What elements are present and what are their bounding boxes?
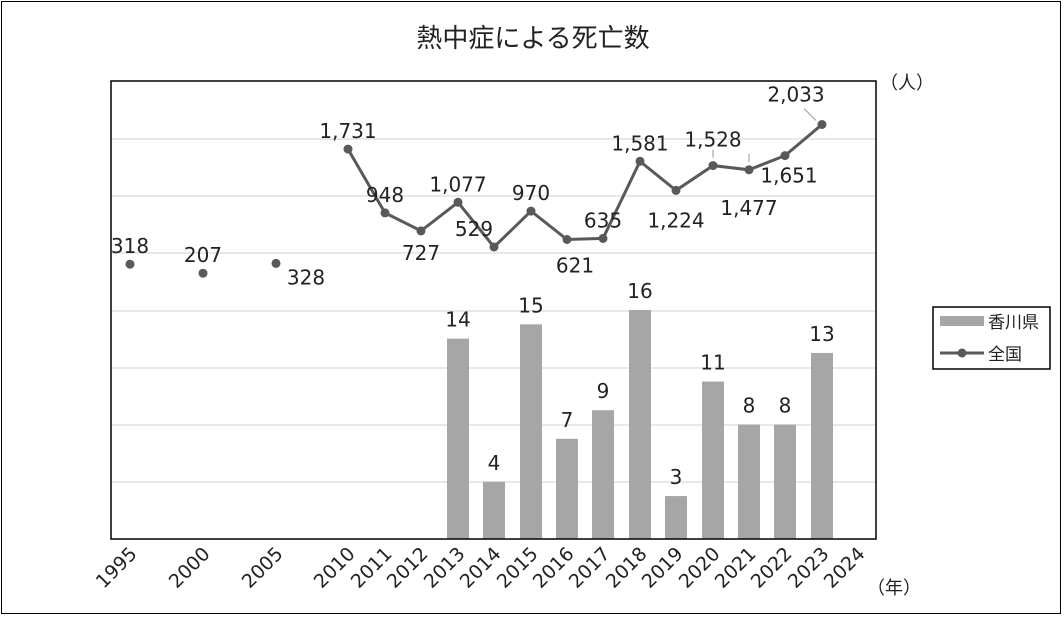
x-axis-unit-label: （年） — [867, 578, 921, 599]
point-2011 — [380, 208, 390, 218]
plot-area-border — [110, 80, 877, 540]
bar-2018 — [629, 310, 651, 539]
national-value-label: 948 — [366, 183, 404, 207]
x-tick-label: 2011 — [347, 543, 397, 593]
x-axis-tick-labels: 1995 2000 2005 2010201120122013201420152016… — [92, 543, 870, 593]
point-2019 — [671, 185, 681, 195]
national-value-label: 1,528 — [684, 128, 741, 152]
x-tick-label: 2014 — [456, 543, 506, 593]
point-1995 — [125, 259, 135, 269]
x-tick-label: 2012 — [383, 543, 433, 593]
x-tick-label: 2016 — [529, 543, 579, 593]
legend-label-kagawa: 香川県 — [988, 313, 1039, 333]
legend-label-national: 全国 — [988, 345, 1022, 365]
national-value-label: 529 — [455, 217, 493, 241]
bar-2014 — [483, 481, 505, 539]
chart-title: 熱中症による死亡数 — [416, 24, 649, 54]
point-2017 — [598, 233, 608, 243]
gridlines — [111, 138, 876, 483]
national-value-label: 621 — [556, 254, 594, 278]
x-tick-label: 1995 — [92, 543, 142, 593]
point-2012 — [416, 226, 426, 236]
y-axis-unit-label: （人） — [880, 73, 934, 94]
national-value-label: 970 — [512, 181, 550, 205]
legend-line-marker — [957, 348, 967, 358]
national-value-label: 2,033 — [767, 83, 824, 107]
point-2005 — [271, 258, 281, 268]
x-tick-label: 2024 — [820, 543, 870, 593]
point-2013 — [453, 197, 463, 207]
bar-2019 — [665, 496, 687, 539]
national-value-label: 207 — [184, 243, 222, 267]
national-value-label: 1,581 — [611, 131, 668, 155]
x-tick-label: 2015 — [493, 543, 543, 593]
national-value-label: 1,651 — [760, 164, 817, 188]
line-data-labels: 318 207 328 1,731 948 727 1,077 529 970 621 635 1,5… — [111, 83, 825, 290]
bar-data-labels: 14 4 15 79 16 3 11 8 8 13 — [445, 279, 834, 489]
national-value-label: 1,224 — [647, 208, 704, 232]
point-2014 — [489, 242, 499, 252]
x-tick-label: 2005 — [238, 543, 288, 593]
label-leader-line — [803, 108, 817, 121]
x-tick-label: 2018 — [602, 543, 652, 593]
bar-2017 — [592, 410, 614, 539]
line-series-national — [125, 120, 827, 278]
x-tick-label: 2013 — [420, 543, 470, 593]
national-value-label: 328 — [287, 265, 325, 289]
point-2010 — [343, 144, 353, 154]
x-tick-label: 2000 — [165, 543, 215, 593]
point-2022 — [780, 151, 790, 161]
bar-value-label: 9 — [597, 379, 610, 403]
bar-2023 — [811, 352, 833, 539]
legend-bar-swatch — [940, 316, 984, 326]
national-value-label: 1,731 — [319, 119, 376, 143]
x-tick-label: 2020 — [675, 543, 725, 593]
bar-2021 — [738, 424, 760, 539]
x-tick-label: 2022 — [747, 543, 797, 593]
legend: 香川県 全国 — [932, 306, 1051, 370]
bar-value-label: 11 — [700, 351, 725, 375]
bar-value-label: 16 — [627, 279, 652, 303]
bar-value-label: 8 — [779, 394, 792, 418]
bar-series-kagawa — [447, 310, 833, 539]
national-line — [346, 123, 823, 250]
x-tick-label: 2023 — [784, 543, 834, 593]
bar-2013 — [447, 338, 469, 539]
national-value-label: 1,477 — [720, 196, 777, 220]
national-value-label: 727 — [402, 241, 440, 265]
bar-value-label: 13 — [809, 322, 834, 346]
bar-value-label: 15 — [518, 293, 543, 317]
national-value-label: 318 — [111, 234, 149, 258]
bar-value-label: 7 — [561, 408, 574, 432]
bar-value-label: 4 — [488, 451, 501, 475]
point-2023 — [817, 120, 827, 129]
point-2018 — [635, 156, 645, 166]
bar-value-label: 14 — [445, 308, 470, 332]
point-2020 — [708, 161, 718, 171]
bar-2022 — [774, 424, 796, 539]
x-tick-label: 2010 — [310, 543, 360, 593]
point-2015 — [526, 206, 536, 216]
national-value-label: 635 — [584, 208, 622, 232]
bar-value-label: 3 — [670, 465, 683, 489]
national-value-label: 1,077 — [429, 172, 486, 196]
x-tick-label: 2017 — [565, 543, 615, 593]
point-2000 — [198, 268, 208, 278]
x-tick-label: 2021 — [711, 543, 761, 593]
point-2016 — [562, 235, 572, 244]
x-tick-label: 2019 — [638, 543, 688, 593]
bar-2020 — [702, 381, 724, 539]
bar-value-label: 8 — [743, 394, 756, 418]
point-2021 — [744, 165, 754, 175]
bar-2015 — [520, 324, 542, 539]
bar-2016 — [556, 438, 578, 539]
